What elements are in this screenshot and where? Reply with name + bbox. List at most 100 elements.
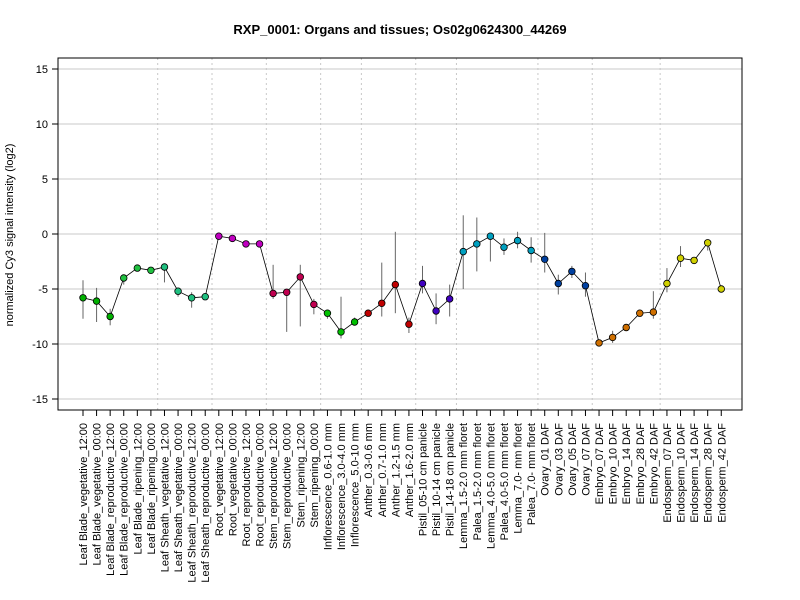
data-point xyxy=(595,339,603,347)
x-tick-label: Pistil_14-18 cm panicle xyxy=(445,423,457,536)
x-tick-label: Embryo_28 DAF xyxy=(635,423,647,505)
y-tick-label: 5 xyxy=(42,174,48,186)
data-point xyxy=(445,295,454,303)
x-tick-label: Root_vegetative_00:00 xyxy=(227,423,239,536)
x-tick-label: Leaf Blade_ripening_00:00 xyxy=(146,423,158,555)
data-point xyxy=(79,294,87,302)
data-point xyxy=(432,307,440,315)
x-tick-label: Embryo_14 DAF xyxy=(621,423,633,505)
x-tick-label: Ovary_07 DAF xyxy=(580,423,592,496)
data-point xyxy=(201,293,209,301)
x-tick-label: Leaf Sheath_vegetative_00:00 xyxy=(173,423,185,572)
data-point xyxy=(174,287,182,295)
y-tick-label: 0 xyxy=(42,229,48,241)
x-tick-label: Pistil_10-14 cm panicle xyxy=(431,423,443,536)
x-tick-label: Leaf Blade_reproductive_12:00 xyxy=(105,423,117,576)
data-point xyxy=(622,323,630,332)
data-point xyxy=(106,312,114,321)
y-tick-label: 15 xyxy=(36,64,48,76)
x-tick-label: Lemma_7.0- mm floret xyxy=(513,423,525,534)
x-tick-label: Lemma_1.5-2.0 mm floret xyxy=(458,423,470,549)
data-point xyxy=(568,267,576,276)
data-point xyxy=(147,266,155,274)
grid xyxy=(58,68,742,400)
data-point xyxy=(649,308,658,316)
data-point xyxy=(187,294,196,302)
data-point xyxy=(242,240,250,248)
y-tick-label: -10 xyxy=(32,339,48,351)
x-tick-label: Endosperm_28 DAF xyxy=(703,423,715,523)
x-tick-label: Root_vegetative_12:00 xyxy=(214,423,226,536)
data-point xyxy=(676,254,685,262)
data-point xyxy=(473,240,481,248)
y-tick-label: 10 xyxy=(36,119,48,131)
data-point xyxy=(350,318,359,326)
x-tick-label: Endosperm_42 DAF xyxy=(716,423,728,523)
x-tick-label: Leaf Blade_vegetative_12:00 xyxy=(78,423,90,566)
data-point xyxy=(459,247,467,256)
data-point xyxy=(663,279,671,288)
data-point xyxy=(269,289,277,298)
data-point xyxy=(323,309,332,317)
y-axis: -15 -10 -5 0 5 10 15 xyxy=(32,64,58,406)
x-tick-label: Leaf Sheath_reproductive_12:00 xyxy=(187,423,199,583)
x-tick-label: Endosperm_10 DAF xyxy=(676,423,688,523)
x-tick-label: Leaf Blade_ripening_12:00 xyxy=(132,423,144,555)
x-tick-label: Ovary_01 DAF xyxy=(540,423,552,496)
x-tick-label: Anther_0.3-0.6 mm xyxy=(363,423,375,517)
data-point xyxy=(378,299,386,307)
y-tick-label: -15 xyxy=(32,394,48,406)
data-point xyxy=(228,234,237,243)
data-point xyxy=(283,288,291,296)
data-points xyxy=(79,232,725,347)
x-tick-label: Leaf Sheath_reproductive_00:00 xyxy=(200,423,212,583)
data-point xyxy=(717,285,725,293)
data-point xyxy=(296,273,304,281)
x-tick-label: Embryo_42 DAF xyxy=(648,423,660,505)
x-tick-label: Stem_ripening_12:00 xyxy=(295,423,307,528)
data-point xyxy=(255,240,264,248)
x-tick-label: Stem_reproductive_00:00 xyxy=(282,423,294,549)
data-point xyxy=(160,263,169,271)
data-point xyxy=(690,256,698,265)
x-tick-label: Palea_4.0-5.0 mm floret xyxy=(499,423,511,540)
data-point xyxy=(133,264,142,272)
group-separators xyxy=(157,58,661,410)
x-tick-label: Root_reproductive_12:00 xyxy=(241,423,253,547)
x-tick-label: Anther_0.7-1.0 mm xyxy=(377,423,389,517)
data-point xyxy=(636,309,644,317)
x-tick-label: Endosperm_07 DAF xyxy=(662,423,674,523)
data-point xyxy=(500,243,508,251)
data-point xyxy=(215,232,223,240)
x-tick-label: Palea_7.0- mm floret xyxy=(526,423,538,525)
x-tick-label: Stem_reproductive_12:00 xyxy=(268,423,280,549)
data-point xyxy=(703,239,712,247)
data-point xyxy=(486,232,495,240)
data-point xyxy=(581,282,590,290)
x-tick-label: Anther_1.6-2.0 mm xyxy=(404,423,416,517)
x-tick-label: Endosperm_14 DAF xyxy=(689,423,701,523)
x-tick-label: Inflorescence_0.6-1.0 mm xyxy=(322,423,334,550)
data-point xyxy=(92,297,101,305)
x-tick-label: Ovary_03 DAF xyxy=(553,423,565,496)
data-point xyxy=(608,333,617,342)
x-tick-label: Pistil_05-10 cm panicle xyxy=(418,423,430,536)
data-point xyxy=(541,255,549,263)
x-tick-label: Leaf Blade_vegetative_00:00 xyxy=(92,423,104,566)
x-tick-label: Leaf Sheath_vegetative_12:00 xyxy=(159,423,171,572)
data-point xyxy=(337,328,345,336)
data-point xyxy=(405,320,413,328)
y-axis-label: normalized Cy3 signal intensity (log2) xyxy=(4,144,16,327)
x-tick-label: Inflorescence_5.0-10 mm xyxy=(350,423,362,547)
x-axis: Leaf Blade_vegetative_12:00 Leaf Blade_ve… xyxy=(78,410,728,583)
data-point xyxy=(364,309,372,317)
chart-title: RXP_0001: Organs and tissues; Os02g06243… xyxy=(233,22,566,37)
x-tick-label: Embryo_07 DAF xyxy=(594,423,606,505)
x-tick-label: Ovary_05 DAF xyxy=(567,423,579,496)
data-point xyxy=(527,246,535,255)
x-tick-label: Palea_1.5-2.0 mm floret xyxy=(472,423,484,540)
y-tick-label: -5 xyxy=(38,284,48,296)
data-point xyxy=(120,274,128,282)
x-tick-label: Inflorescence_3.0-4.0 mm xyxy=(336,423,348,550)
